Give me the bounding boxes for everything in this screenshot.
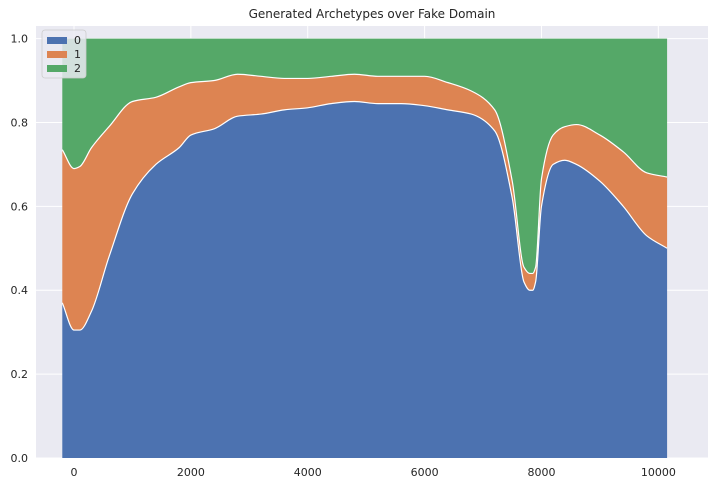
chart-title: Generated Archetypes over Fake Domain <box>249 7 496 21</box>
y-tick-label: 0.6 <box>11 200 29 213</box>
y-tick-label: 1.0 <box>11 33 29 46</box>
area-boundary-line <box>61 100 668 331</box>
legend-swatch-1 <box>47 51 67 58</box>
area-boundary-line <box>61 73 668 275</box>
area-series-0 <box>62 101 668 458</box>
x-tick-label: 2000 <box>177 466 205 479</box>
area-series-2 <box>62 38 668 274</box>
legend-swatch-0 <box>47 37 67 44</box>
legend-swatch-2 <box>47 65 67 72</box>
x-tick-label: 10000 <box>641 466 676 479</box>
y-tick-label: 0.4 <box>11 284 29 297</box>
areas <box>61 38 668 458</box>
legend-label-2: 2 <box>74 62 81 75</box>
legend: 012 <box>41 29 87 79</box>
x-tick-label: 4000 <box>294 466 322 479</box>
legend-label-0: 0 <box>74 34 81 47</box>
y-tick-label: 0.2 <box>11 368 29 381</box>
y-tick-label: 0.0 <box>11 452 29 465</box>
y-tick-label: 0.8 <box>11 116 29 129</box>
y-axis: 0.0 0.2 0.4 0.6 0.8 1.0 <box>11 33 29 465</box>
x-axis: 0 2000 4000 6000 8000 10000 <box>70 466 675 479</box>
legend-label-1: 1 <box>74 48 81 61</box>
x-tick-label: 6000 <box>411 466 439 479</box>
x-tick-label: 8000 <box>527 466 555 479</box>
x-tick-label: 0 <box>70 466 77 479</box>
